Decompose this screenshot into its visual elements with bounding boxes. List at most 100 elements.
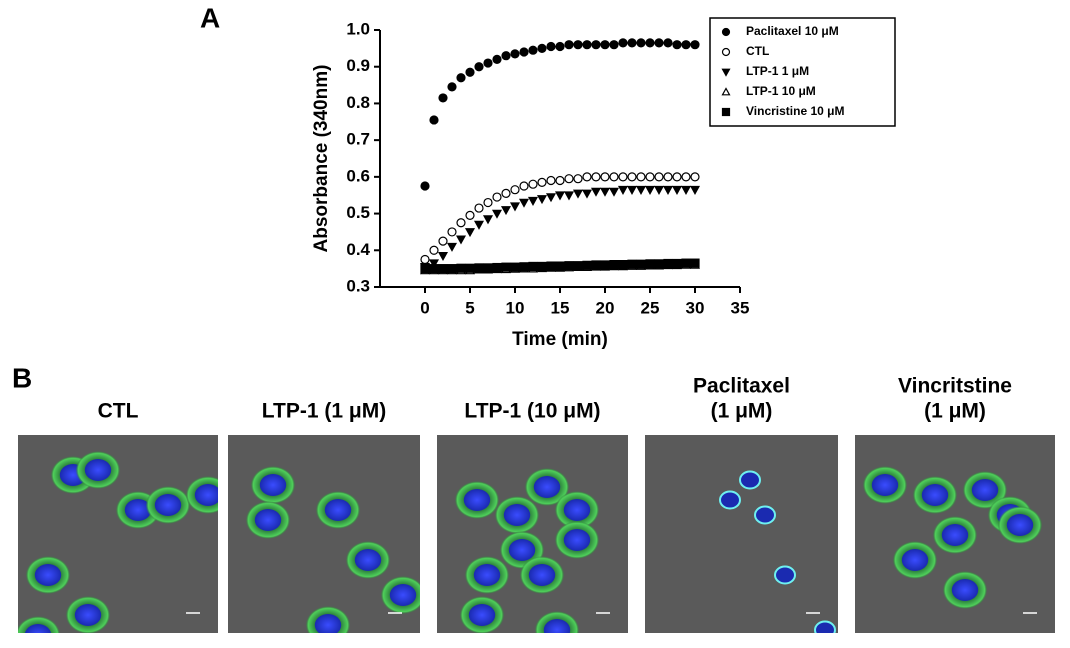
legend-label: CTL — [746, 44, 769, 58]
data-point — [456, 218, 466, 228]
micrograph — [18, 435, 218, 633]
y-tick-label: 0.5 — [346, 203, 370, 222]
data-point — [563, 191, 575, 201]
data-point — [483, 58, 493, 68]
data-point — [537, 177, 547, 187]
micrograph — [437, 435, 628, 633]
y-tick-label: 1.0 — [346, 19, 370, 38]
image-title: Vincritstine — [898, 375, 1012, 398]
data-point — [483, 197, 493, 208]
data-point — [645, 172, 655, 182]
nucleus — [563, 529, 591, 551]
y-tick-label: 0.4 — [346, 240, 370, 259]
micrograph — [855, 435, 1055, 633]
data-point — [473, 220, 485, 230]
data-point — [447, 82, 457, 92]
data-point — [446, 242, 458, 252]
data-point — [537, 43, 547, 53]
data-point — [474, 203, 484, 213]
y-tick-label: 0.6 — [346, 166, 370, 185]
x-tick-label: 0 — [420, 298, 429, 317]
data-point — [555, 261, 565, 271]
nucleus — [34, 564, 62, 586]
data-point — [528, 261, 538, 272]
data-point — [626, 185, 638, 195]
data-point — [483, 263, 493, 273]
nucleus — [543, 619, 571, 633]
data-point — [492, 192, 502, 202]
data-point — [681, 40, 691, 50]
cells — [18, 451, 218, 633]
cell — [754, 505, 776, 525]
nucleus — [971, 479, 999, 501]
nucleus — [871, 474, 899, 496]
image-title: Paclitaxel — [693, 375, 790, 398]
data-point — [654, 259, 664, 269]
data-point — [437, 251, 449, 262]
data-point — [509, 202, 521, 212]
data-point — [609, 40, 619, 50]
data-point — [653, 185, 665, 195]
data-point — [510, 262, 520, 272]
data-point — [564, 174, 574, 184]
data-point — [662, 185, 674, 195]
micrograph — [228, 435, 420, 633]
data-point — [617, 185, 629, 195]
cells — [246, 466, 420, 633]
data-point — [527, 196, 539, 206]
data-point — [501, 51, 511, 61]
nucleus — [503, 504, 531, 526]
data-point — [546, 41, 556, 52]
data-point — [536, 195, 548, 205]
nucleus — [941, 524, 969, 546]
x-tick-label: 15 — [551, 298, 570, 317]
legend-label: LTP-1 10 μM — [746, 84, 816, 98]
legend-label: Vincristine 10 μM — [746, 104, 845, 118]
nucleus — [901, 549, 929, 571]
data-point — [510, 185, 520, 195]
nucleus — [74, 604, 102, 626]
data-point — [689, 185, 701, 195]
legend-marker — [721, 27, 731, 37]
data-point — [690, 172, 700, 182]
image-title: (1 μM) — [924, 400, 986, 423]
data-point — [429, 245, 439, 255]
data-point — [645, 38, 655, 48]
data-point — [627, 172, 637, 182]
image-title: LTP-1 (1 μM) — [262, 400, 386, 423]
data-point — [510, 49, 520, 59]
data-point — [573, 174, 583, 184]
data-point — [690, 40, 700, 50]
nucleus — [259, 474, 287, 496]
nucleus — [324, 499, 352, 521]
nucleus — [951, 579, 979, 601]
y-tick-label: 0.7 — [346, 130, 370, 149]
data-point — [438, 93, 448, 103]
data-point — [572, 189, 584, 199]
data-point — [627, 259, 637, 269]
x-tick-label: 35 — [731, 298, 750, 317]
data-point — [671, 185, 683, 195]
data-point — [690, 258, 700, 268]
data-point — [663, 258, 673, 269]
nucleus — [508, 539, 536, 561]
nucleus — [154, 494, 182, 516]
data-point — [618, 260, 628, 270]
nucleus — [528, 564, 556, 586]
data-point — [492, 262, 502, 273]
image-title: (1 μM) — [711, 400, 773, 423]
data-point — [618, 172, 628, 182]
data-point — [672, 40, 682, 50]
data-point — [420, 264, 430, 274]
cells — [719, 470, 836, 633]
nucleus — [473, 564, 501, 586]
data-point — [518, 198, 530, 208]
panel-label: A — [200, 2, 220, 33]
nucleus — [1006, 514, 1034, 536]
x-axis-label: Time (min) — [512, 329, 608, 350]
x-tick-label: 5 — [465, 298, 474, 317]
data-point — [420, 254, 430, 265]
legend-label: Paclitaxel 10 μM — [746, 24, 839, 38]
data-point — [609, 172, 619, 182]
data-point — [492, 54, 502, 64]
